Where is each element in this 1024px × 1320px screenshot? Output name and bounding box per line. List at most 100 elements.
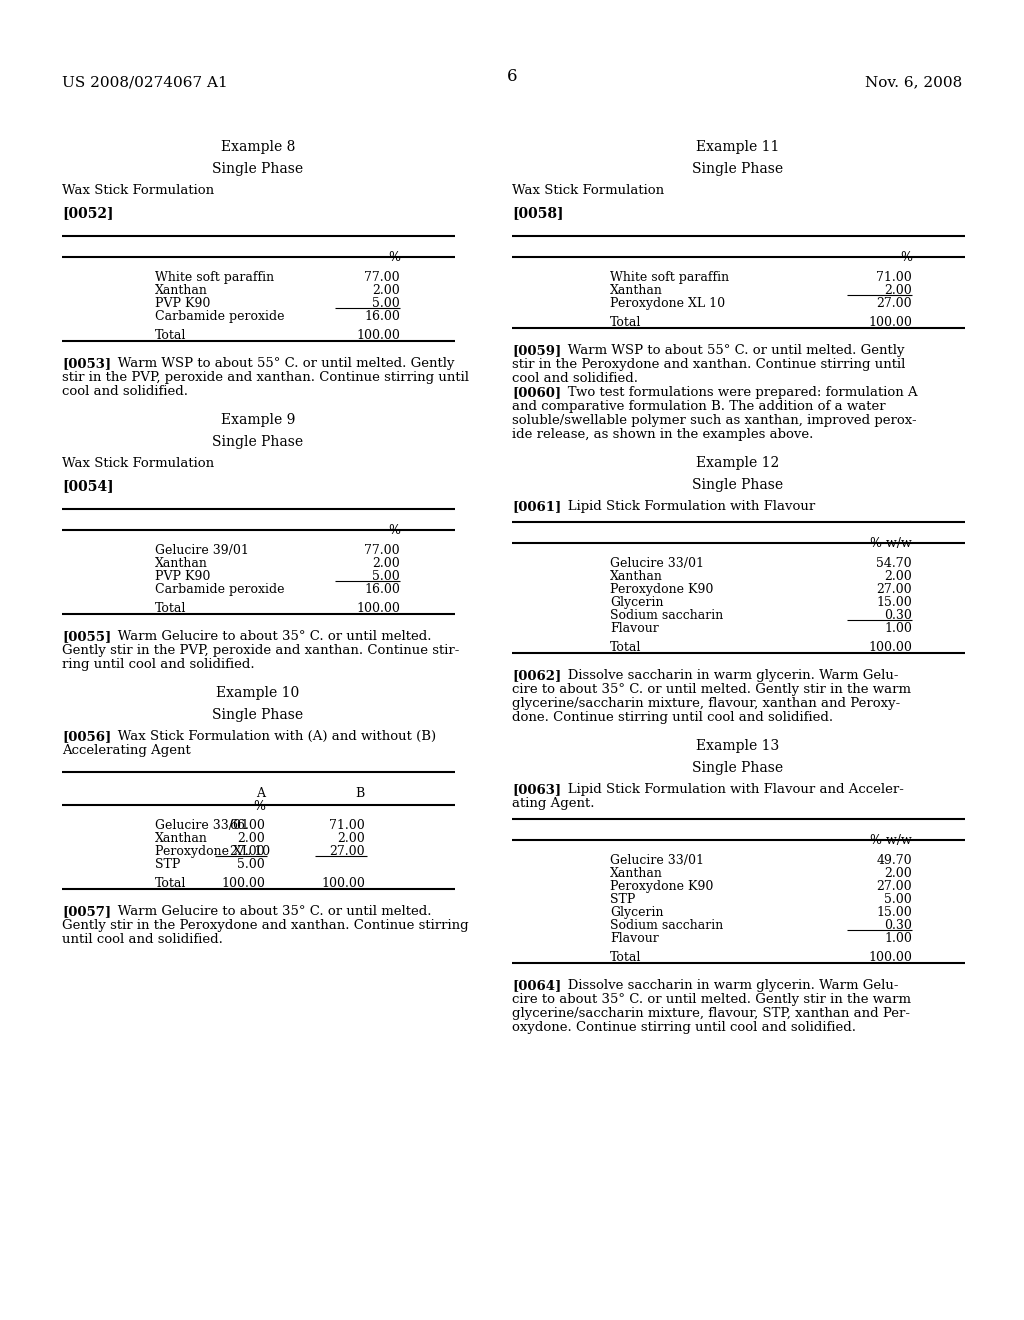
Text: Gelucire 33/01: Gelucire 33/01 — [610, 854, 705, 867]
Text: 54.70: 54.70 — [877, 557, 912, 570]
Text: glycerine/saccharin mixture, flavour, xanthan and Peroxy-: glycerine/saccharin mixture, flavour, xa… — [512, 697, 900, 710]
Text: glycerine/saccharin mixture, flavour, STP, xanthan and Per-: glycerine/saccharin mixture, flavour, ST… — [512, 1007, 910, 1020]
Text: 5.00: 5.00 — [238, 858, 265, 871]
Text: 71.00: 71.00 — [330, 818, 365, 832]
Text: Dissolve saccharin in warm glycerin. Warm Gelu-: Dissolve saccharin in warm glycerin. War… — [555, 669, 898, 682]
Text: Xanthan: Xanthan — [610, 284, 663, 297]
Text: Example 11: Example 11 — [696, 140, 779, 154]
Text: 71.00: 71.00 — [877, 271, 912, 284]
Text: 0.30: 0.30 — [884, 919, 912, 932]
Text: 5.00: 5.00 — [373, 570, 400, 583]
Text: stir in the Peroxydone and xanthan. Continue stirring until: stir in the Peroxydone and xanthan. Cont… — [512, 358, 905, 371]
Text: Example 8: Example 8 — [221, 140, 295, 154]
Text: 27.00: 27.00 — [229, 845, 265, 858]
Text: [0053]: [0053] — [62, 356, 112, 370]
Text: ring until cool and solidified.: ring until cool and solidified. — [62, 657, 255, 671]
Text: 100.00: 100.00 — [356, 329, 400, 342]
Text: Gently stir in the Peroxydone and xanthan. Continue stirring: Gently stir in the Peroxydone and xantha… — [62, 919, 469, 932]
Text: Single Phase: Single Phase — [212, 708, 303, 722]
Text: Wax Stick Formulation: Wax Stick Formulation — [62, 183, 214, 197]
Text: Xanthan: Xanthan — [155, 557, 208, 570]
Text: [0064]: [0064] — [512, 979, 561, 993]
Text: 16.00: 16.00 — [365, 310, 400, 323]
Text: STP: STP — [155, 858, 180, 871]
Text: Peroxydone K90: Peroxydone K90 — [610, 880, 714, 894]
Text: Warm WSP to about 55° C. or until melted. Gently: Warm WSP to about 55° C. or until melted… — [105, 356, 455, 370]
Text: White soft paraffin: White soft paraffin — [610, 271, 729, 284]
Text: 100.00: 100.00 — [322, 876, 365, 890]
Text: Single Phase: Single Phase — [212, 162, 303, 176]
Text: [0062]: [0062] — [512, 669, 561, 682]
Text: Glycerin: Glycerin — [610, 906, 664, 919]
Text: Peroxydone XL 10: Peroxydone XL 10 — [610, 297, 725, 310]
Text: 2.00: 2.00 — [373, 284, 400, 297]
Text: White soft paraffin: White soft paraffin — [155, 271, 274, 284]
Text: done. Continue stirring until cool and solidified.: done. Continue stirring until cool and s… — [512, 711, 834, 723]
Text: 2.00: 2.00 — [885, 867, 912, 880]
Text: STP: STP — [610, 894, 635, 906]
Text: Flavour: Flavour — [610, 622, 658, 635]
Text: 100.00: 100.00 — [221, 876, 265, 890]
Text: 15.00: 15.00 — [877, 597, 912, 609]
Text: 1.00: 1.00 — [884, 622, 912, 635]
Text: 27.00: 27.00 — [877, 297, 912, 310]
Text: 0.30: 0.30 — [884, 609, 912, 622]
Text: 49.70: 49.70 — [877, 854, 912, 867]
Text: Nov. 6, 2008: Nov. 6, 2008 — [864, 75, 962, 88]
Text: [0056]: [0056] — [62, 730, 112, 743]
Text: %: % — [388, 524, 400, 537]
Text: Warm WSP to about 55° C. or until melted. Gently: Warm WSP to about 55° C. or until melted… — [555, 345, 904, 356]
Text: Two test formulations were prepared: formulation A: Two test formulations were prepared: for… — [555, 385, 918, 399]
Text: A: A — [256, 787, 265, 800]
Text: US 2008/0274067 A1: US 2008/0274067 A1 — [62, 75, 227, 88]
Text: Accelerating Agent: Accelerating Agent — [62, 744, 190, 756]
Text: Wax Stick Formulation: Wax Stick Formulation — [512, 183, 665, 197]
Text: 27.00: 27.00 — [877, 583, 912, 597]
Text: 77.00: 77.00 — [365, 544, 400, 557]
Text: Total: Total — [610, 950, 641, 964]
Text: Total: Total — [610, 315, 641, 329]
Text: [0059]: [0059] — [512, 345, 561, 356]
Text: stir in the PVP, peroxide and xanthan. Continue stirring until: stir in the PVP, peroxide and xanthan. C… — [62, 371, 469, 384]
Text: 27.00: 27.00 — [330, 845, 365, 858]
Text: 15.00: 15.00 — [877, 906, 912, 919]
Text: Gelucire 39/01: Gelucire 39/01 — [155, 544, 249, 557]
Text: Example 10: Example 10 — [216, 686, 300, 700]
Text: Gelucire 33/01: Gelucire 33/01 — [610, 557, 705, 570]
Text: %: % — [253, 800, 265, 813]
Text: 77.00: 77.00 — [365, 271, 400, 284]
Text: Example 13: Example 13 — [696, 739, 779, 752]
Text: PVP K90: PVP K90 — [155, 570, 210, 583]
Text: 5.00: 5.00 — [885, 894, 912, 906]
Text: 5.00: 5.00 — [373, 297, 400, 310]
Text: Example 12: Example 12 — [696, 455, 779, 470]
Text: Dissolve saccharin in warm glycerin. Warm Gelu-: Dissolve saccharin in warm glycerin. War… — [555, 979, 898, 993]
Text: Single Phase: Single Phase — [692, 478, 783, 492]
Text: [0058]: [0058] — [512, 206, 563, 220]
Text: Xanthan: Xanthan — [155, 832, 208, 845]
Text: Total: Total — [155, 602, 186, 615]
Text: PVP K90: PVP K90 — [155, 297, 210, 310]
Text: 2.00: 2.00 — [373, 557, 400, 570]
Text: B: B — [355, 787, 365, 800]
Text: Carbamide peroxide: Carbamide peroxide — [155, 310, 285, 323]
Text: [0063]: [0063] — [512, 783, 561, 796]
Text: 100.00: 100.00 — [868, 642, 912, 653]
Text: Xanthan: Xanthan — [610, 570, 663, 583]
Text: soluble/swellable polymer such as xanthan, improved perox-: soluble/swellable polymer such as xantha… — [512, 414, 916, 426]
Text: Total: Total — [610, 642, 641, 653]
Text: 100.00: 100.00 — [868, 315, 912, 329]
Text: cire to about 35° C. or until melted. Gently stir in the warm: cire to about 35° C. or until melted. Ge… — [512, 682, 911, 696]
Text: Gently stir in the PVP, peroxide and xanthan. Continue stir-: Gently stir in the PVP, peroxide and xan… — [62, 644, 460, 657]
Text: 6: 6 — [507, 69, 517, 84]
Text: oxydone. Continue stirring until cool and solidified.: oxydone. Continue stirring until cool an… — [512, 1020, 856, 1034]
Text: 2.00: 2.00 — [885, 570, 912, 583]
Text: Xanthan: Xanthan — [610, 867, 663, 880]
Text: Wax Stick Formulation with (A) and without (B): Wax Stick Formulation with (A) and witho… — [105, 730, 436, 743]
Text: Xanthan: Xanthan — [155, 284, 208, 297]
Text: ide release, as shown in the examples above.: ide release, as shown in the examples ab… — [512, 428, 813, 441]
Text: Glycerin: Glycerin — [610, 597, 664, 609]
Text: % w/w: % w/w — [870, 834, 912, 847]
Text: 100.00: 100.00 — [356, 602, 400, 615]
Text: [0061]: [0061] — [512, 500, 561, 513]
